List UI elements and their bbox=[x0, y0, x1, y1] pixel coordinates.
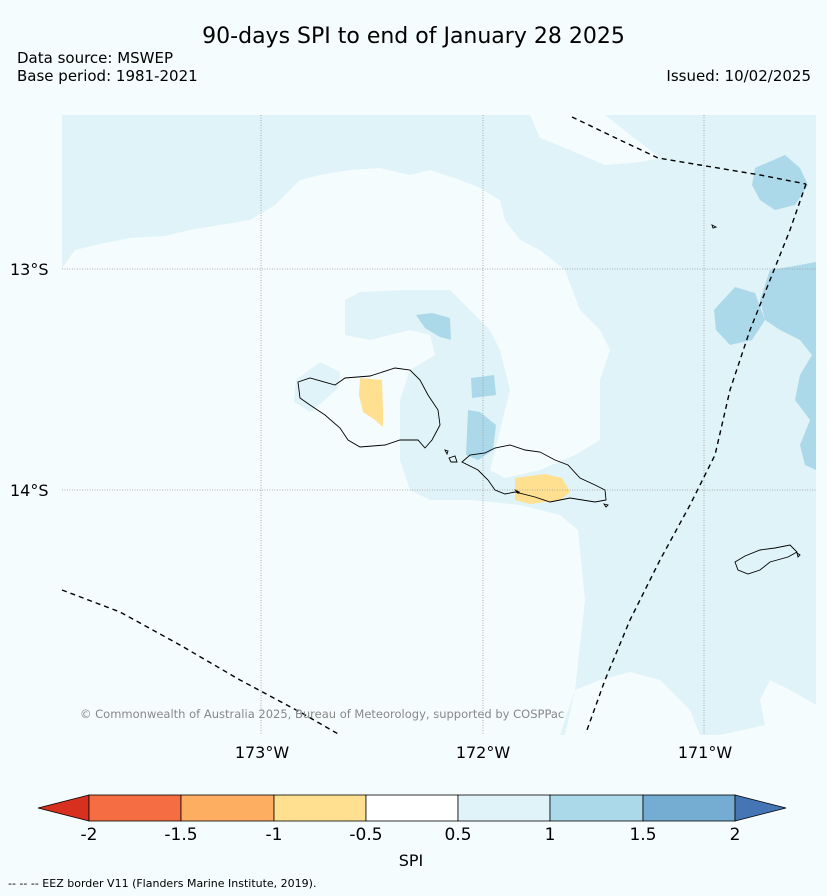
spi-map: 13°S 14°S 173°W 172°W 171°W bbox=[10, 115, 816, 760]
colorbar-tick: 0.5 bbox=[444, 825, 472, 845]
spi-dry-zones bbox=[359, 378, 570, 504]
colorbar-tick: 1 bbox=[544, 825, 556, 845]
colorbar-tick: -1 bbox=[265, 825, 283, 845]
graticule bbox=[62, 115, 816, 735]
spi-medium-blue-zones bbox=[416, 155, 816, 470]
eez-borders bbox=[61, 116, 807, 736]
colorbar-segment bbox=[273, 794, 367, 822]
lon-label-171w: 171°W bbox=[678, 743, 733, 760]
colorbar-segment bbox=[88, 794, 182, 822]
colorbar-tick: 1.5 bbox=[629, 825, 657, 845]
map-title: 90-days SPI to end of January 28 2025 bbox=[202, 24, 625, 49]
colorbar bbox=[37, 794, 787, 822]
colorbar-label: SPI bbox=[398, 851, 424, 870]
apia-mark bbox=[514, 489, 520, 494]
colorbar-segment bbox=[365, 794, 459, 822]
colorbar-tick: 2 bbox=[729, 825, 741, 845]
lat-label-13s: 13°S bbox=[10, 260, 49, 279]
eastern-islet bbox=[602, 503, 609, 508]
tutuila-island bbox=[734, 544, 798, 575]
lon-label-173w: 173°W bbox=[235, 743, 290, 760]
aunuu-islet bbox=[796, 551, 801, 558]
data-source: Data source: MSWEP bbox=[17, 49, 174, 67]
savaii-island bbox=[297, 367, 441, 449]
eez-footnote: -- -- -- EEZ border V11 (Flanders Marine… bbox=[8, 877, 317, 890]
issued-date: Issued: 10/02/2025 bbox=[666, 67, 811, 85]
island-coastlines bbox=[297, 224, 801, 575]
apolima-islet bbox=[444, 449, 449, 456]
colorbar-extend-high bbox=[734, 794, 787, 822]
colorbar-tick: -1.5 bbox=[164, 825, 198, 845]
colorbar-tick: -0.5 bbox=[349, 825, 383, 845]
spi-light-blue-zones bbox=[62, 115, 816, 735]
base-period: Base period: 1981-2021 bbox=[17, 67, 198, 85]
colorbar-tick: -2 bbox=[80, 825, 98, 845]
colorbar-segment bbox=[642, 794, 736, 822]
northern-islet bbox=[711, 224, 718, 229]
colorbar-segment bbox=[549, 794, 644, 822]
colorbar-segment bbox=[180, 794, 275, 822]
upolu-island bbox=[461, 444, 607, 503]
lon-label-172w: 172°W bbox=[456, 743, 511, 760]
colorbar-segment bbox=[457, 794, 551, 822]
copyright-notice: © Commonwealth of Australia 2025, Bureau… bbox=[80, 707, 565, 721]
colorbar-extend-low bbox=[37, 794, 90, 822]
lat-label-14s: 14°S bbox=[10, 481, 49, 500]
manono-islet bbox=[448, 455, 458, 463]
